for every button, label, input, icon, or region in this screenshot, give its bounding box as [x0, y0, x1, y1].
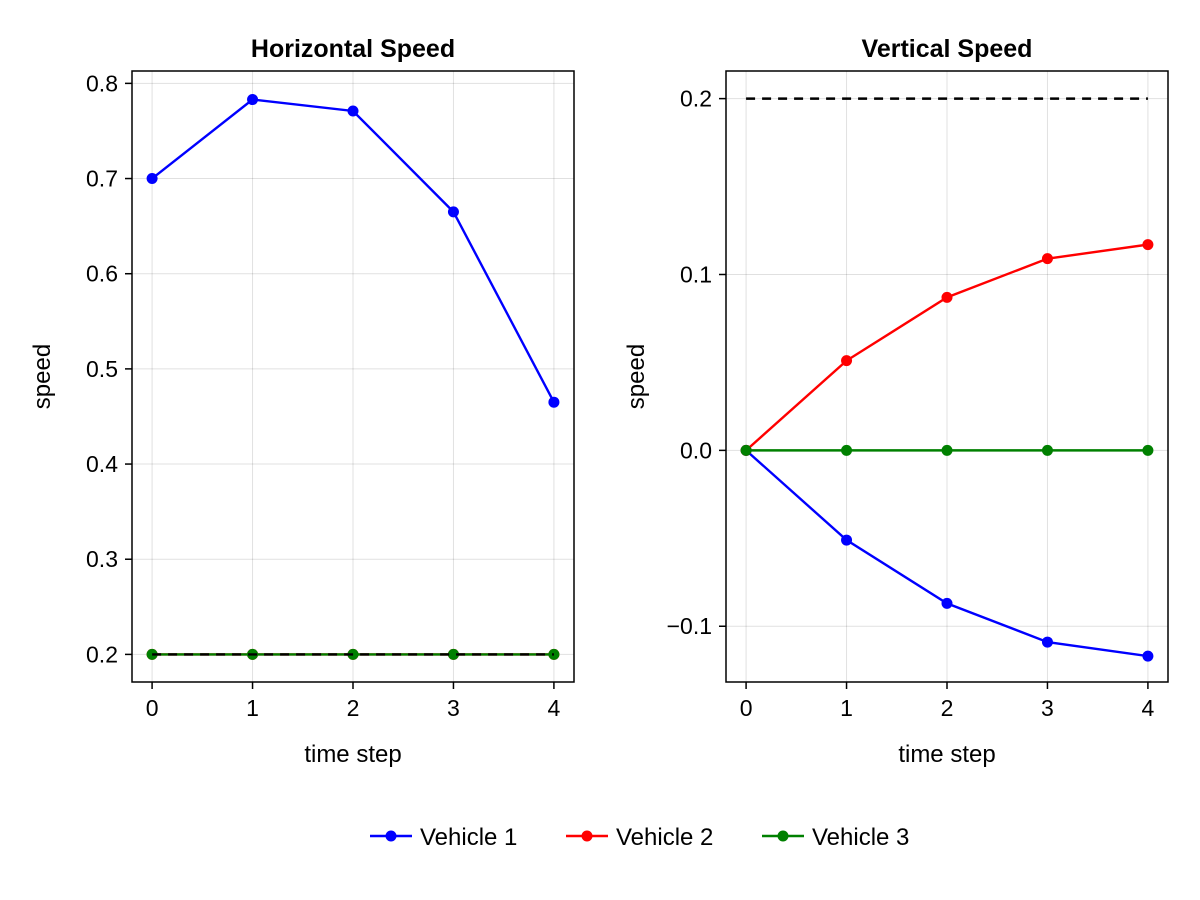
- legend-marker: [581, 830, 593, 842]
- legend-label: Vehicle 1: [420, 824, 517, 851]
- y-tick-label: 0.1: [680, 261, 712, 287]
- data-point: [841, 355, 853, 367]
- horizontal-speed-chart: 0 1 2 3 4 0.2 0.3 0.4 0.5 0.6 0.7 0.8 Horizontal Spe…: [29, 35, 575, 768]
- legend-marker: [777, 830, 789, 842]
- y-axis-label: speed: [29, 344, 56, 409]
- x-axis-label: time step: [304, 741, 401, 768]
- legend-entry: Vehicle 3: [762, 824, 909, 851]
- x-tick-label: 2: [941, 695, 954, 721]
- legend-marker: [385, 830, 397, 842]
- y-tick-label: −0.1: [667, 613, 712, 639]
- y-tick-label: 0.0: [680, 437, 712, 463]
- legend-label: Vehicle 2: [616, 824, 713, 851]
- data-point: [247, 94, 259, 106]
- data-point: [841, 444, 853, 456]
- y-axis-label: speed: [623, 344, 650, 409]
- data-point: [1041, 636, 1053, 648]
- series-vehicle-1: [146, 94, 560, 408]
- data-point: [548, 396, 560, 408]
- data-point: [146, 173, 158, 185]
- y-tick-label: 0.2: [680, 86, 712, 112]
- chart-title: Vertical Speed: [862, 35, 1033, 63]
- y-tick-label: 0.7: [86, 166, 118, 192]
- vertical-speed-chart: 0 1 2 3 4 −0.1 0.0 0.1 0.2 Vertical Speed time ste…: [623, 35, 1169, 768]
- x-tick-label: 2: [347, 695, 360, 721]
- data-point: [1142, 444, 1154, 456]
- legend-entry: Vehicle 2: [566, 824, 713, 851]
- y-tick-label: 0.3: [86, 546, 118, 572]
- x-tick-label: 3: [1041, 695, 1054, 721]
- data-point: [941, 444, 953, 456]
- x-tick-label: 1: [246, 695, 259, 721]
- y-tick-label: 0.4: [86, 451, 118, 477]
- legend: Vehicle 1 Vehicle 2 Vehicle 3: [370, 824, 909, 851]
- data-point: [841, 534, 853, 546]
- data-point: [941, 291, 953, 303]
- legend-entry: Vehicle 1: [370, 824, 517, 851]
- chart-title: Horizontal Speed: [251, 35, 455, 63]
- x-tick-label: 3: [447, 695, 460, 721]
- data-point: [447, 648, 459, 660]
- data-point: [1142, 239, 1154, 251]
- x-tick-label: 0: [146, 695, 159, 721]
- x-tick-label: 0: [740, 695, 753, 721]
- x-tick-label: 1: [840, 695, 853, 721]
- y-tick-label: 0.6: [86, 261, 118, 287]
- data-point: [447, 206, 459, 218]
- legend-label: Vehicle 3: [812, 824, 909, 851]
- x-tick-label: 4: [548, 695, 561, 721]
- y-tick-label: 0.5: [86, 356, 118, 382]
- x-axis-label: time step: [898, 741, 995, 768]
- x-tick-label: 4: [1142, 695, 1155, 721]
- series-vehicle-3: [740, 444, 1154, 456]
- data-point: [1041, 444, 1053, 456]
- data-point: [941, 597, 953, 609]
- y-tick-label: 0.2: [86, 641, 118, 667]
- y-tick-label: 0.8: [86, 70, 118, 96]
- data-point: [1142, 650, 1154, 662]
- data-point: [740, 444, 752, 456]
- data-point: [347, 105, 359, 117]
- data-point: [1041, 253, 1053, 265]
